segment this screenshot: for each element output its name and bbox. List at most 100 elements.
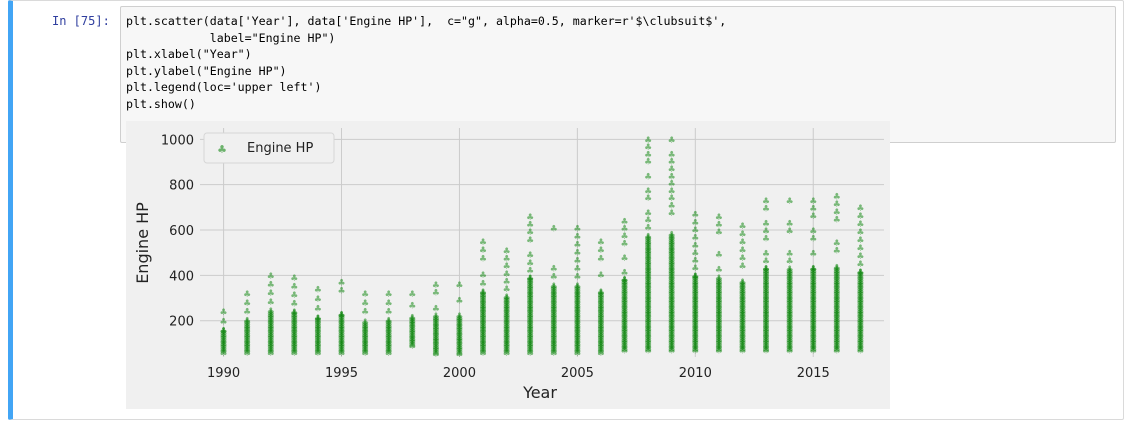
scatter-point: ♣ [738,238,746,248]
scatter-point: ♣ [668,341,676,351]
scatter-point: ♣ [668,310,676,320]
scatter-point: ♣ [644,258,652,268]
scatter-point: ♣ [668,240,676,250]
scatter-point: ♣ [833,272,841,282]
scatter-point: ♣ [691,347,699,357]
scatter-point: ♣ [621,254,629,264]
scatter-point: ♣ [762,301,770,311]
scatter-point: ♣ [691,249,699,259]
scatter-point: ♣ [738,318,746,328]
scatter-point: ♣ [691,338,699,348]
scatter-point: ♣ [668,165,676,175]
scatter-point: ♣ [809,276,817,286]
scatter-point: ♣ [668,232,676,242]
scatter-point: ♣ [267,325,275,335]
scatter-point: ♣ [314,318,322,328]
scatter-point: ♣ [220,317,228,327]
scatter-point: ♣ [738,312,746,322]
scatter-point: ♣ [691,290,699,300]
scatter-point: ♣ [668,267,676,277]
scatter-point: ♣ [786,327,794,337]
scatter-point: ♣ [503,247,511,257]
scatter-point: ♣ [786,257,794,267]
scatter-point: ♣ [668,251,676,261]
scatter-point: ♣ [644,289,652,299]
scatter-point: ♣ [337,338,345,348]
scatter-point: ♣ [856,287,864,297]
scatter-point: ♣ [833,347,841,357]
scatter-point: ♣ [597,293,605,303]
scatter-point: ♣ [220,334,228,344]
scatter-point: ♣ [621,310,629,320]
scatter-point: ♣ [668,231,676,241]
scatter-point: ♣ [573,349,581,359]
scatter-point: ♣ [361,308,369,318]
code-line-4: plt.ylabel("Engine HP") [126,63,287,78]
scatter-point: ♣ [833,300,841,310]
scatter-point: ♣ [644,249,652,259]
scatter-point: ♣ [503,327,511,337]
scatter-point: ♣ [691,300,699,310]
scatter-point: ♣ [738,298,746,308]
scatter-point: ♣ [762,305,770,315]
scatter-point: ♣ [526,293,534,303]
scatter-point: ♣ [267,347,275,357]
scatter-point: ♣ [550,340,558,350]
scatter-point: ♣ [715,266,723,276]
scatter-point: ♣ [856,305,864,315]
scatter-point: ♣ [621,325,629,335]
scatter-point: ♣ [644,267,652,277]
scatter-point: ♣ [220,327,228,337]
scatter-point: ♣ [644,236,652,246]
scatter-point: ♣ [455,321,463,331]
scatter-point: ♣ [786,300,794,310]
scatter-point: ♣ [290,318,298,328]
scatter-point: ♣ [479,307,487,317]
scatter-point: ♣ [455,348,463,358]
scatter-point: ♣ [550,291,558,301]
scatter-point: ♣ [550,295,558,305]
scatter-point: ♣ [715,213,723,223]
scatter-point: ♣ [290,322,298,332]
scatter-point: ♣ [762,280,770,290]
scatter-point: ♣ [786,283,794,293]
scatter-point: ♣ [644,245,652,255]
scatter-point: ♣ [550,296,558,306]
code-input-area[interactable]: plt.scatter(data['Year'], data['Engine H… [120,6,1116,143]
scatter-point: ♣ [314,295,322,305]
scatter-point: ♣ [432,314,440,324]
scatter-point: ♣ [809,327,817,337]
scatter-point: ♣ [644,263,652,273]
scatter-point: ♣ [621,303,629,313]
scatter-point: ♣ [573,344,581,354]
scatter-point: ♣ [479,327,487,337]
x-tick-label: 2010 [679,366,712,381]
scatter-point: ♣ [573,240,581,250]
scatter-point: ♣ [479,342,487,352]
scatter-point: ♣ [337,349,345,359]
scatter-point: ♣ [597,329,605,339]
scatter-point: ♣ [856,298,864,308]
scatter-point: ♣ [479,333,487,343]
scatter-point: ♣ [621,327,629,337]
scatter-point: ♣ [691,334,699,344]
scatter-point: ♣ [833,338,841,348]
scatter-point: ♣ [833,278,841,288]
scatter-point: ♣ [786,312,794,322]
scatter-point: ♣ [786,281,794,291]
scatter-point: ♣ [550,307,558,317]
scatter-point: ♣ [337,329,345,339]
scatter-point: ♣ [550,320,558,330]
scatter-point: ♣ [526,274,534,284]
scatter-point: ♣ [691,310,699,320]
scatter-point: ♣ [644,347,652,357]
scatter-point: ♣ [786,296,794,306]
scatter-point: ♣ [479,298,487,308]
scatter-point: ♣ [644,329,652,339]
scatter-point: ♣ [715,321,723,331]
scatter-point: ♣ [550,336,558,346]
scatter-point: ♣ [314,329,322,339]
scatter-point: ♣ [621,296,629,306]
scatter-point: ♣ [833,285,841,295]
scatter-point: ♣ [738,325,746,335]
